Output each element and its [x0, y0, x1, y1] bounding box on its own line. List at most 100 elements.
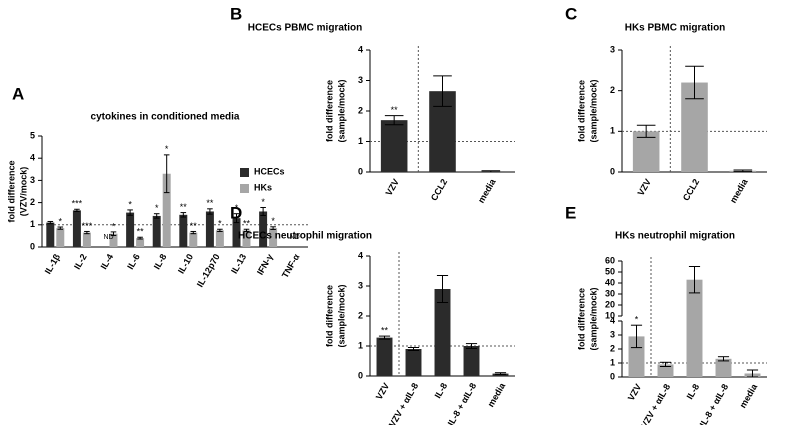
x-tick-label: VZV + αIL-8: [387, 381, 420, 425]
x-tick-label: VZV: [626, 382, 643, 402]
x-tick-label: IL-10: [176, 252, 195, 275]
x-tick-label: VZV: [374, 381, 391, 401]
x-tick-label: IL-6: [125, 252, 142, 271]
x-tick-label: media: [728, 176, 750, 204]
significance: **: [180, 202, 188, 212]
panel-letter: C: [565, 4, 577, 23]
y-tick-label: 0: [358, 166, 363, 176]
chart-title: HCECs PBMC migration: [248, 23, 362, 34]
significance: *: [261, 197, 265, 207]
y-axis-label: fold difference: [6, 160, 16, 222]
y-axis-label: fold difference: [324, 80, 334, 142]
x-tick-label: VZV + αIL-8: [639, 382, 672, 425]
y-tick-label: 1: [358, 340, 363, 350]
chart-title: HKs PBMC migration: [625, 23, 726, 34]
bar: [463, 346, 480, 376]
bar: [205, 211, 214, 247]
x-tick-label: VZV: [636, 177, 653, 197]
y-tick-label: 3: [610, 329, 615, 339]
x-tick-label: IL-8: [685, 382, 702, 401]
bar: [109, 233, 118, 247]
significance: *: [128, 199, 132, 209]
chart-title: cytokines in conditioned media: [91, 112, 240, 123]
y-tick-label: 2: [610, 85, 615, 95]
y-tick-label: 0: [610, 166, 615, 176]
bar: [56, 228, 65, 247]
significance: *: [218, 219, 222, 229]
y-axis-label: (VZV/mock): [18, 167, 28, 217]
y-axis-label: (sample/mock): [336, 79, 346, 142]
legend-label: HCECs: [254, 166, 285, 176]
x-tick-label: media: [738, 381, 760, 409]
y-tick-label: 10: [605, 310, 615, 320]
bar: [405, 349, 422, 376]
annotation: ND: [290, 234, 300, 241]
y-tick-label: 20: [605, 299, 615, 309]
bar: [46, 222, 55, 247]
legend-swatch: [240, 168, 249, 177]
panel-letter: B: [230, 4, 242, 23]
significance: **: [190, 221, 198, 231]
x-tick-label: IL-2: [72, 252, 89, 271]
y-tick-label: 4: [30, 153, 35, 163]
significance: *: [112, 221, 116, 231]
significance: *: [155, 203, 159, 213]
y-tick-label: 3: [358, 75, 363, 85]
chart-title: HCECs neutrophil migration: [238, 231, 372, 242]
x-tick-label: IL-8: [433, 381, 450, 400]
y-tick-label: 4: [610, 315, 615, 325]
bar: [686, 279, 703, 377]
y-tick-label: 0: [358, 370, 363, 380]
x-tick-label: IL-13: [229, 252, 248, 275]
bar: [152, 215, 161, 247]
x-tick-label: TNF-α: [280, 252, 302, 280]
y-tick-label: 3: [610, 44, 615, 54]
bar: [179, 214, 188, 247]
bar: [628, 336, 645, 377]
x-tick-label: IFN-γ: [255, 252, 275, 276]
significance: **: [137, 227, 145, 237]
significance: **: [381, 325, 389, 335]
y-tick-label: 40: [605, 277, 615, 287]
bar: [259, 211, 268, 247]
y-tick-label: 2: [610, 343, 615, 353]
panel-letter: A: [12, 84, 24, 103]
bar: [215, 230, 224, 247]
significance: *: [635, 315, 639, 325]
x-tick-label: IL-8: [152, 252, 169, 271]
significance: ***: [82, 221, 93, 231]
significance: **: [243, 219, 251, 229]
y-tick-label: 1: [30, 219, 35, 229]
y-tick-label: 1: [610, 357, 615, 367]
significance: **: [206, 198, 214, 208]
y-tick-label: 0: [30, 241, 35, 251]
significance: **: [391, 105, 399, 115]
y-tick-label: 2: [30, 197, 35, 207]
x-tick-label: IL-8 + αIL-8: [446, 381, 479, 425]
y-tick-label: 1: [610, 126, 615, 136]
y-tick-label: 3: [358, 280, 363, 290]
y-tick-label: 30: [605, 288, 615, 298]
y-tick-label: 4: [358, 250, 363, 260]
legend-label: HKs: [254, 182, 272, 192]
bar: [376, 337, 393, 376]
x-tick-label: VZV: [384, 177, 401, 197]
y-axis-label: (sample/mock): [588, 79, 598, 142]
significance: *: [165, 144, 169, 154]
bar: [126, 212, 135, 247]
panel-letter: E: [565, 203, 576, 222]
y-axis-label: fold difference: [576, 288, 586, 350]
bar: [715, 358, 732, 377]
bar: [632, 131, 660, 172]
bar: [434, 289, 451, 376]
bar: [189, 232, 198, 247]
significance: *: [271, 216, 275, 226]
x-tick-label: CCL2: [681, 177, 701, 202]
y-tick-label: 0: [610, 371, 615, 381]
y-axis-label: (sample/mock): [336, 284, 346, 347]
bar: [82, 232, 91, 247]
y-tick-label: 60: [605, 255, 615, 265]
bar: [242, 230, 251, 247]
bar: [232, 218, 241, 247]
